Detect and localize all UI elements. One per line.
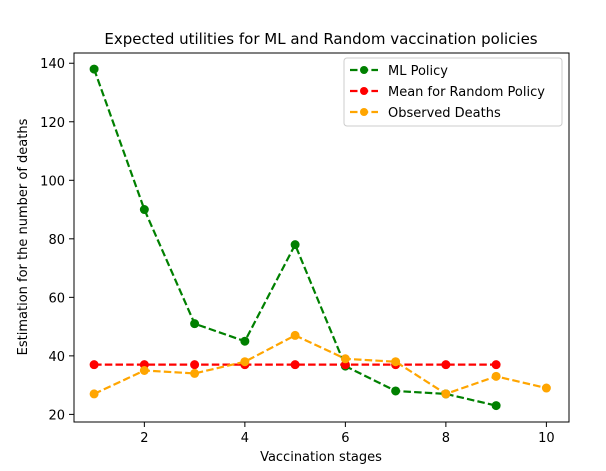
data-point xyxy=(290,330,300,340)
series-line-1 xyxy=(93,68,497,407)
y-axis: 20 40 60 80 100 120 140 xyxy=(40,57,74,423)
legend-frame xyxy=(343,57,563,127)
y-axis-label: Estimation for the number of deaths xyxy=(16,118,31,355)
legend-marker xyxy=(360,87,368,95)
x-tick-label: 6 xyxy=(341,431,349,446)
data-point xyxy=(190,360,200,370)
data-point xyxy=(290,360,300,370)
data-point xyxy=(491,360,501,370)
data-point xyxy=(290,240,300,250)
data-point xyxy=(441,360,451,370)
x-axis: 2 4 6 8 10 xyxy=(140,422,555,446)
x-tick-label: 8 xyxy=(442,431,450,446)
legend-label: Mean for Random Policy xyxy=(388,85,545,100)
data-point xyxy=(89,64,99,74)
data-point xyxy=(391,357,401,367)
legend-label: Observed Deaths xyxy=(388,106,501,121)
data-point xyxy=(441,389,451,399)
data-point xyxy=(340,354,350,364)
data-point xyxy=(240,336,250,346)
legend-label: ML Policy xyxy=(388,64,448,79)
x-tick-label: 2 xyxy=(140,431,148,446)
chart-title: Expected utilities for ML and Random vac… xyxy=(104,30,537,48)
data-point xyxy=(89,360,99,370)
x-tick-label: 10 xyxy=(538,431,555,446)
series-layer xyxy=(89,64,551,411)
legend: ML Policy Mean for Random Policy Observed … xyxy=(343,57,563,127)
legend-marker xyxy=(360,108,368,116)
x-axis-label: Vaccination stages xyxy=(260,450,382,465)
x-tick-label: 4 xyxy=(241,431,249,446)
data-point xyxy=(240,357,250,367)
data-point xyxy=(89,389,99,399)
y-tick-label: 140 xyxy=(40,57,65,72)
series-line-3 xyxy=(93,334,547,396)
y-tick-label: 80 xyxy=(48,233,65,248)
data-point xyxy=(391,386,401,396)
y-tick-label: 40 xyxy=(48,350,65,365)
y-tick-label: 20 xyxy=(48,408,65,423)
data-point xyxy=(491,371,501,381)
data-point xyxy=(139,365,149,375)
plot-area xyxy=(73,52,570,423)
plot-frame xyxy=(73,52,570,423)
y-tick-label: 60 xyxy=(48,291,65,306)
data-point xyxy=(190,368,200,378)
y-tick-label: 100 xyxy=(40,174,65,189)
legend-marker xyxy=(360,66,368,74)
data-point xyxy=(491,401,501,411)
y-tick-label: 120 xyxy=(40,116,65,131)
data-point xyxy=(541,383,551,393)
data-point xyxy=(139,205,149,215)
data-point xyxy=(190,319,200,329)
